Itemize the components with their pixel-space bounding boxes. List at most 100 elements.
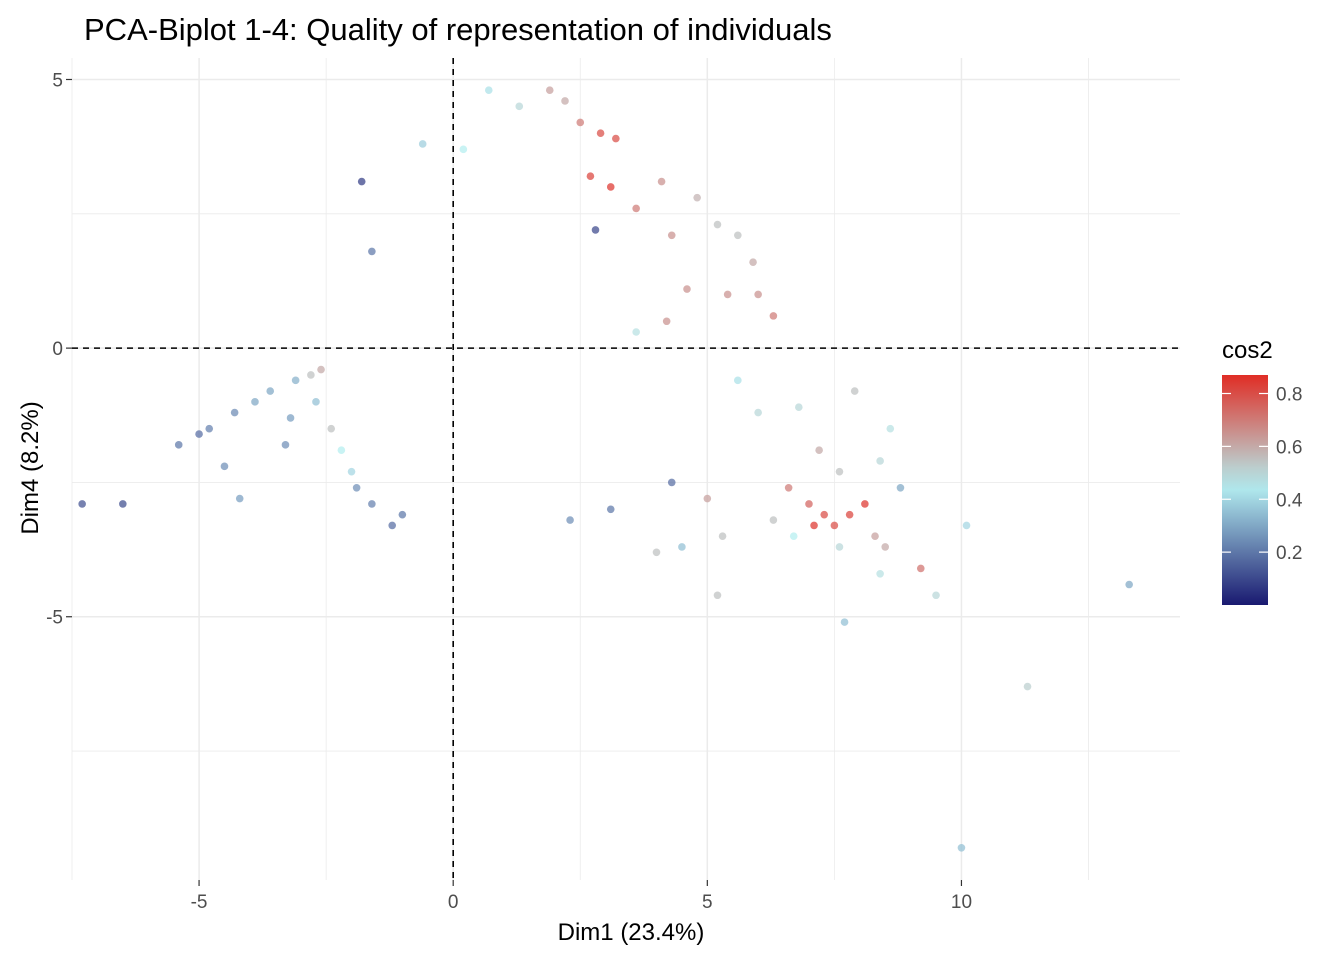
data-point bbox=[251, 398, 259, 406]
legend-ticks: 0.2 0.4 0.6 0.8 bbox=[1222, 385, 1303, 564]
x-axis-title: Dim1 (23.4%) bbox=[558, 919, 705, 946]
data-point bbox=[119, 500, 127, 508]
data-point bbox=[723, 290, 732, 299]
y-tick-label: -5 bbox=[46, 608, 63, 629]
data-point bbox=[632, 328, 640, 336]
data-point bbox=[815, 446, 823, 454]
data-point bbox=[596, 129, 605, 138]
y-tick-label: 0 bbox=[52, 339, 63, 360]
data-point bbox=[652, 548, 661, 557]
data-point bbox=[754, 408, 762, 417]
data-point bbox=[886, 424, 895, 433]
data-point bbox=[881, 543, 890, 551]
data-point bbox=[368, 500, 376, 508]
data-point bbox=[678, 543, 686, 551]
legend-tick-label: 0.8 bbox=[1276, 385, 1302, 406]
data-point bbox=[734, 376, 742, 385]
data-point bbox=[337, 446, 346, 454]
data-point bbox=[286, 414, 295, 422]
data-point bbox=[515, 102, 524, 111]
x-tick-label: -5 bbox=[191, 892, 208, 913]
data-point bbox=[174, 441, 183, 449]
data-point bbox=[667, 478, 676, 487]
data-point bbox=[932, 591, 940, 600]
data-point bbox=[754, 290, 762, 299]
data-point bbox=[703, 494, 712, 503]
data-point bbox=[876, 569, 884, 578]
y-axis-title: Dim4 (8.2%) bbox=[17, 401, 44, 534]
data-point bbox=[586, 172, 595, 180]
data-point bbox=[820, 510, 829, 519]
data-point bbox=[795, 403, 803, 412]
data-point bbox=[459, 145, 468, 154]
legend-tick-label: 0.6 bbox=[1276, 437, 1302, 458]
data-point bbox=[195, 430, 203, 438]
data-point bbox=[805, 500, 813, 508]
data-point bbox=[957, 843, 966, 852]
data-point bbox=[545, 86, 554, 95]
data-point bbox=[484, 86, 493, 95]
data-point bbox=[871, 532, 879, 540]
data-point bbox=[810, 521, 818, 530]
reference-lines bbox=[72, 58, 1180, 880]
legend-title: cos2 bbox=[1222, 337, 1273, 364]
grid-lines bbox=[71, 58, 1180, 880]
x-tick-label: 5 bbox=[702, 892, 713, 913]
data-point bbox=[662, 317, 671, 326]
data-point bbox=[266, 387, 275, 395]
data-point bbox=[612, 134, 620, 143]
data-point bbox=[317, 365, 325, 374]
data-point bbox=[561, 97, 569, 105]
data-point bbox=[230, 408, 239, 417]
data-point bbox=[398, 510, 407, 519]
y-axis-ticks: -5 0 5 bbox=[46, 70, 72, 629]
data-point bbox=[566, 516, 574, 524]
data-point bbox=[347, 467, 356, 476]
data-point bbox=[784, 484, 793, 492]
data-point bbox=[718, 532, 727, 540]
data-point bbox=[962, 521, 971, 530]
data-point bbox=[789, 532, 798, 540]
data-point bbox=[835, 467, 844, 476]
data-point bbox=[896, 484, 905, 492]
data-point bbox=[693, 193, 701, 202]
x-tick-label: 0 bbox=[448, 892, 459, 913]
data-point bbox=[845, 510, 854, 519]
data-point bbox=[657, 177, 666, 186]
x-tick-label: 10 bbox=[951, 892, 972, 913]
data-point bbox=[830, 521, 839, 530]
data-point bbox=[220, 462, 229, 471]
data-point bbox=[769, 312, 778, 320]
legend-colorbar bbox=[1222, 375, 1268, 605]
data-point bbox=[291, 376, 300, 385]
chart-title: PCA-Biplot 1-4: Quality of representatio… bbox=[84, 12, 832, 47]
data-point bbox=[749, 258, 757, 266]
legend-tick-label: 0.4 bbox=[1276, 490, 1303, 511]
data-point bbox=[281, 441, 290, 449]
data-point bbox=[861, 500, 869, 508]
data-point bbox=[357, 177, 366, 186]
data-point bbox=[1125, 580, 1133, 589]
data-point bbox=[916, 564, 925, 573]
data-point bbox=[713, 220, 722, 229]
data-point bbox=[418, 140, 427, 148]
data-point bbox=[388, 521, 397, 530]
data-point bbox=[876, 457, 884, 465]
data-point bbox=[352, 484, 361, 492]
data-point bbox=[683, 285, 691, 293]
data-point bbox=[576, 118, 585, 127]
data-point bbox=[667, 231, 676, 240]
data-point bbox=[1023, 682, 1032, 691]
data-point bbox=[312, 398, 320, 406]
data-point bbox=[734, 231, 742, 240]
data-point bbox=[307, 371, 315, 379]
data-point bbox=[78, 500, 86, 508]
color-legend: cos2 0.2 0.4 0.6 0.8 bbox=[1222, 337, 1303, 605]
data-point bbox=[850, 387, 859, 395]
data-point bbox=[368, 247, 376, 256]
data-point bbox=[591, 226, 600, 234]
data-point bbox=[769, 516, 778, 524]
data-point bbox=[205, 424, 214, 433]
data-point bbox=[235, 494, 244, 503]
